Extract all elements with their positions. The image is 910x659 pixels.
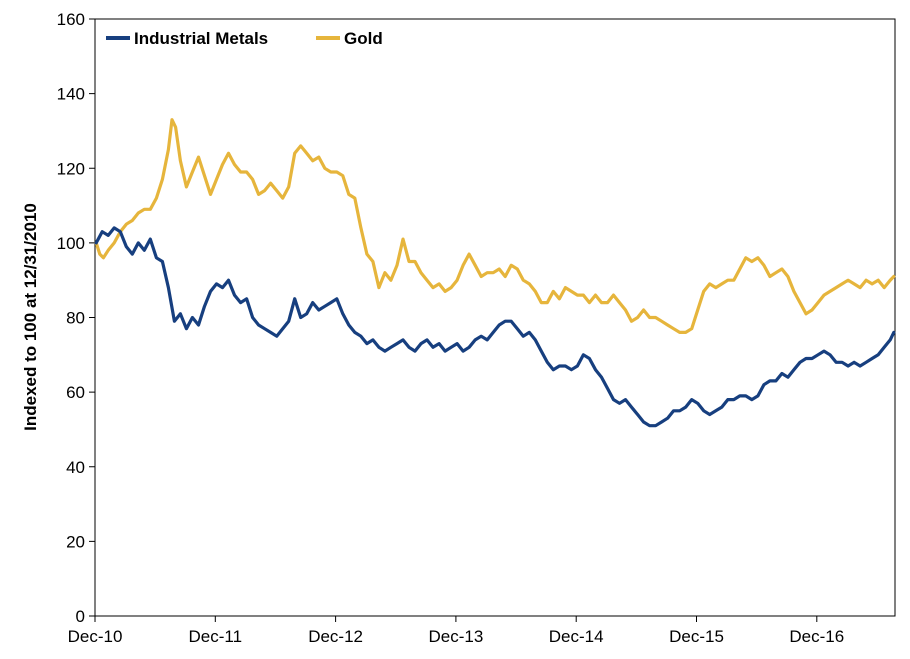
x-tick-label: Dec-15: [669, 627, 724, 646]
y-tick-label: 20: [66, 532, 85, 551]
y-tick-label: 0: [76, 607, 85, 626]
y-axis-ticks: 0 20 40 60 80 100 120 140 160: [57, 10, 95, 626]
x-tick-label: Dec-13: [428, 627, 483, 646]
x-tick-label: Dec-14: [549, 627, 604, 646]
y-tick-label: 40: [66, 458, 85, 477]
y-tick-label: 160: [57, 10, 85, 29]
series-line-gold: [94, 118, 896, 334]
x-tick-label: Dec-10: [68, 627, 123, 646]
y-tick-label: 140: [57, 85, 85, 104]
x-tick-label: Dec-16: [789, 627, 844, 646]
legend: Industrial Metals Gold: [106, 29, 383, 48]
legend-label-industrial-metals: Industrial Metals: [134, 29, 268, 48]
x-axis-ticks: Dec-10 Dec-11 Dec-12 Dec-13 Dec-14 Dec-15 Dec-…: [68, 616, 844, 646]
y-tick-label: 120: [57, 159, 85, 178]
x-tick-label: Dec-11: [189, 627, 243, 646]
y-axis-title: Indexed to 100 at 12/31/2010: [21, 203, 40, 431]
y-tick-label: 100: [57, 234, 85, 253]
series-line-industrial-metals: [94, 226, 896, 428]
x-tick-label: Dec-12: [308, 627, 363, 646]
legend-label-gold: Gold: [344, 29, 383, 48]
y-tick-label: 80: [66, 309, 85, 328]
y-tick-label: 60: [66, 383, 85, 402]
series-lines: [94, 118, 896, 428]
